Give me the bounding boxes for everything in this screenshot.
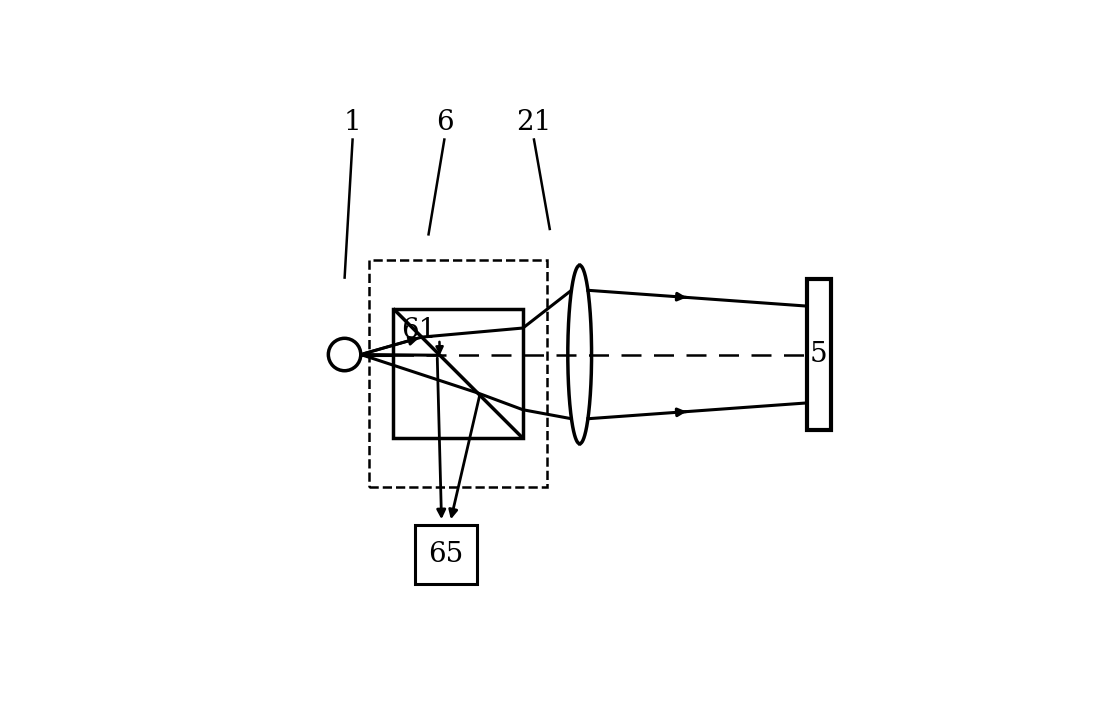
Text: 61: 61: [402, 317, 437, 344]
Text: 5: 5: [810, 341, 828, 368]
Text: 1: 1: [344, 109, 362, 135]
Text: 6: 6: [436, 109, 453, 135]
Text: 65: 65: [428, 541, 464, 568]
Bar: [393, 309, 523, 438]
Bar: [807, 279, 831, 430]
Bar: [369, 260, 547, 487]
Text: 21: 21: [516, 109, 552, 135]
Bar: [415, 525, 477, 584]
